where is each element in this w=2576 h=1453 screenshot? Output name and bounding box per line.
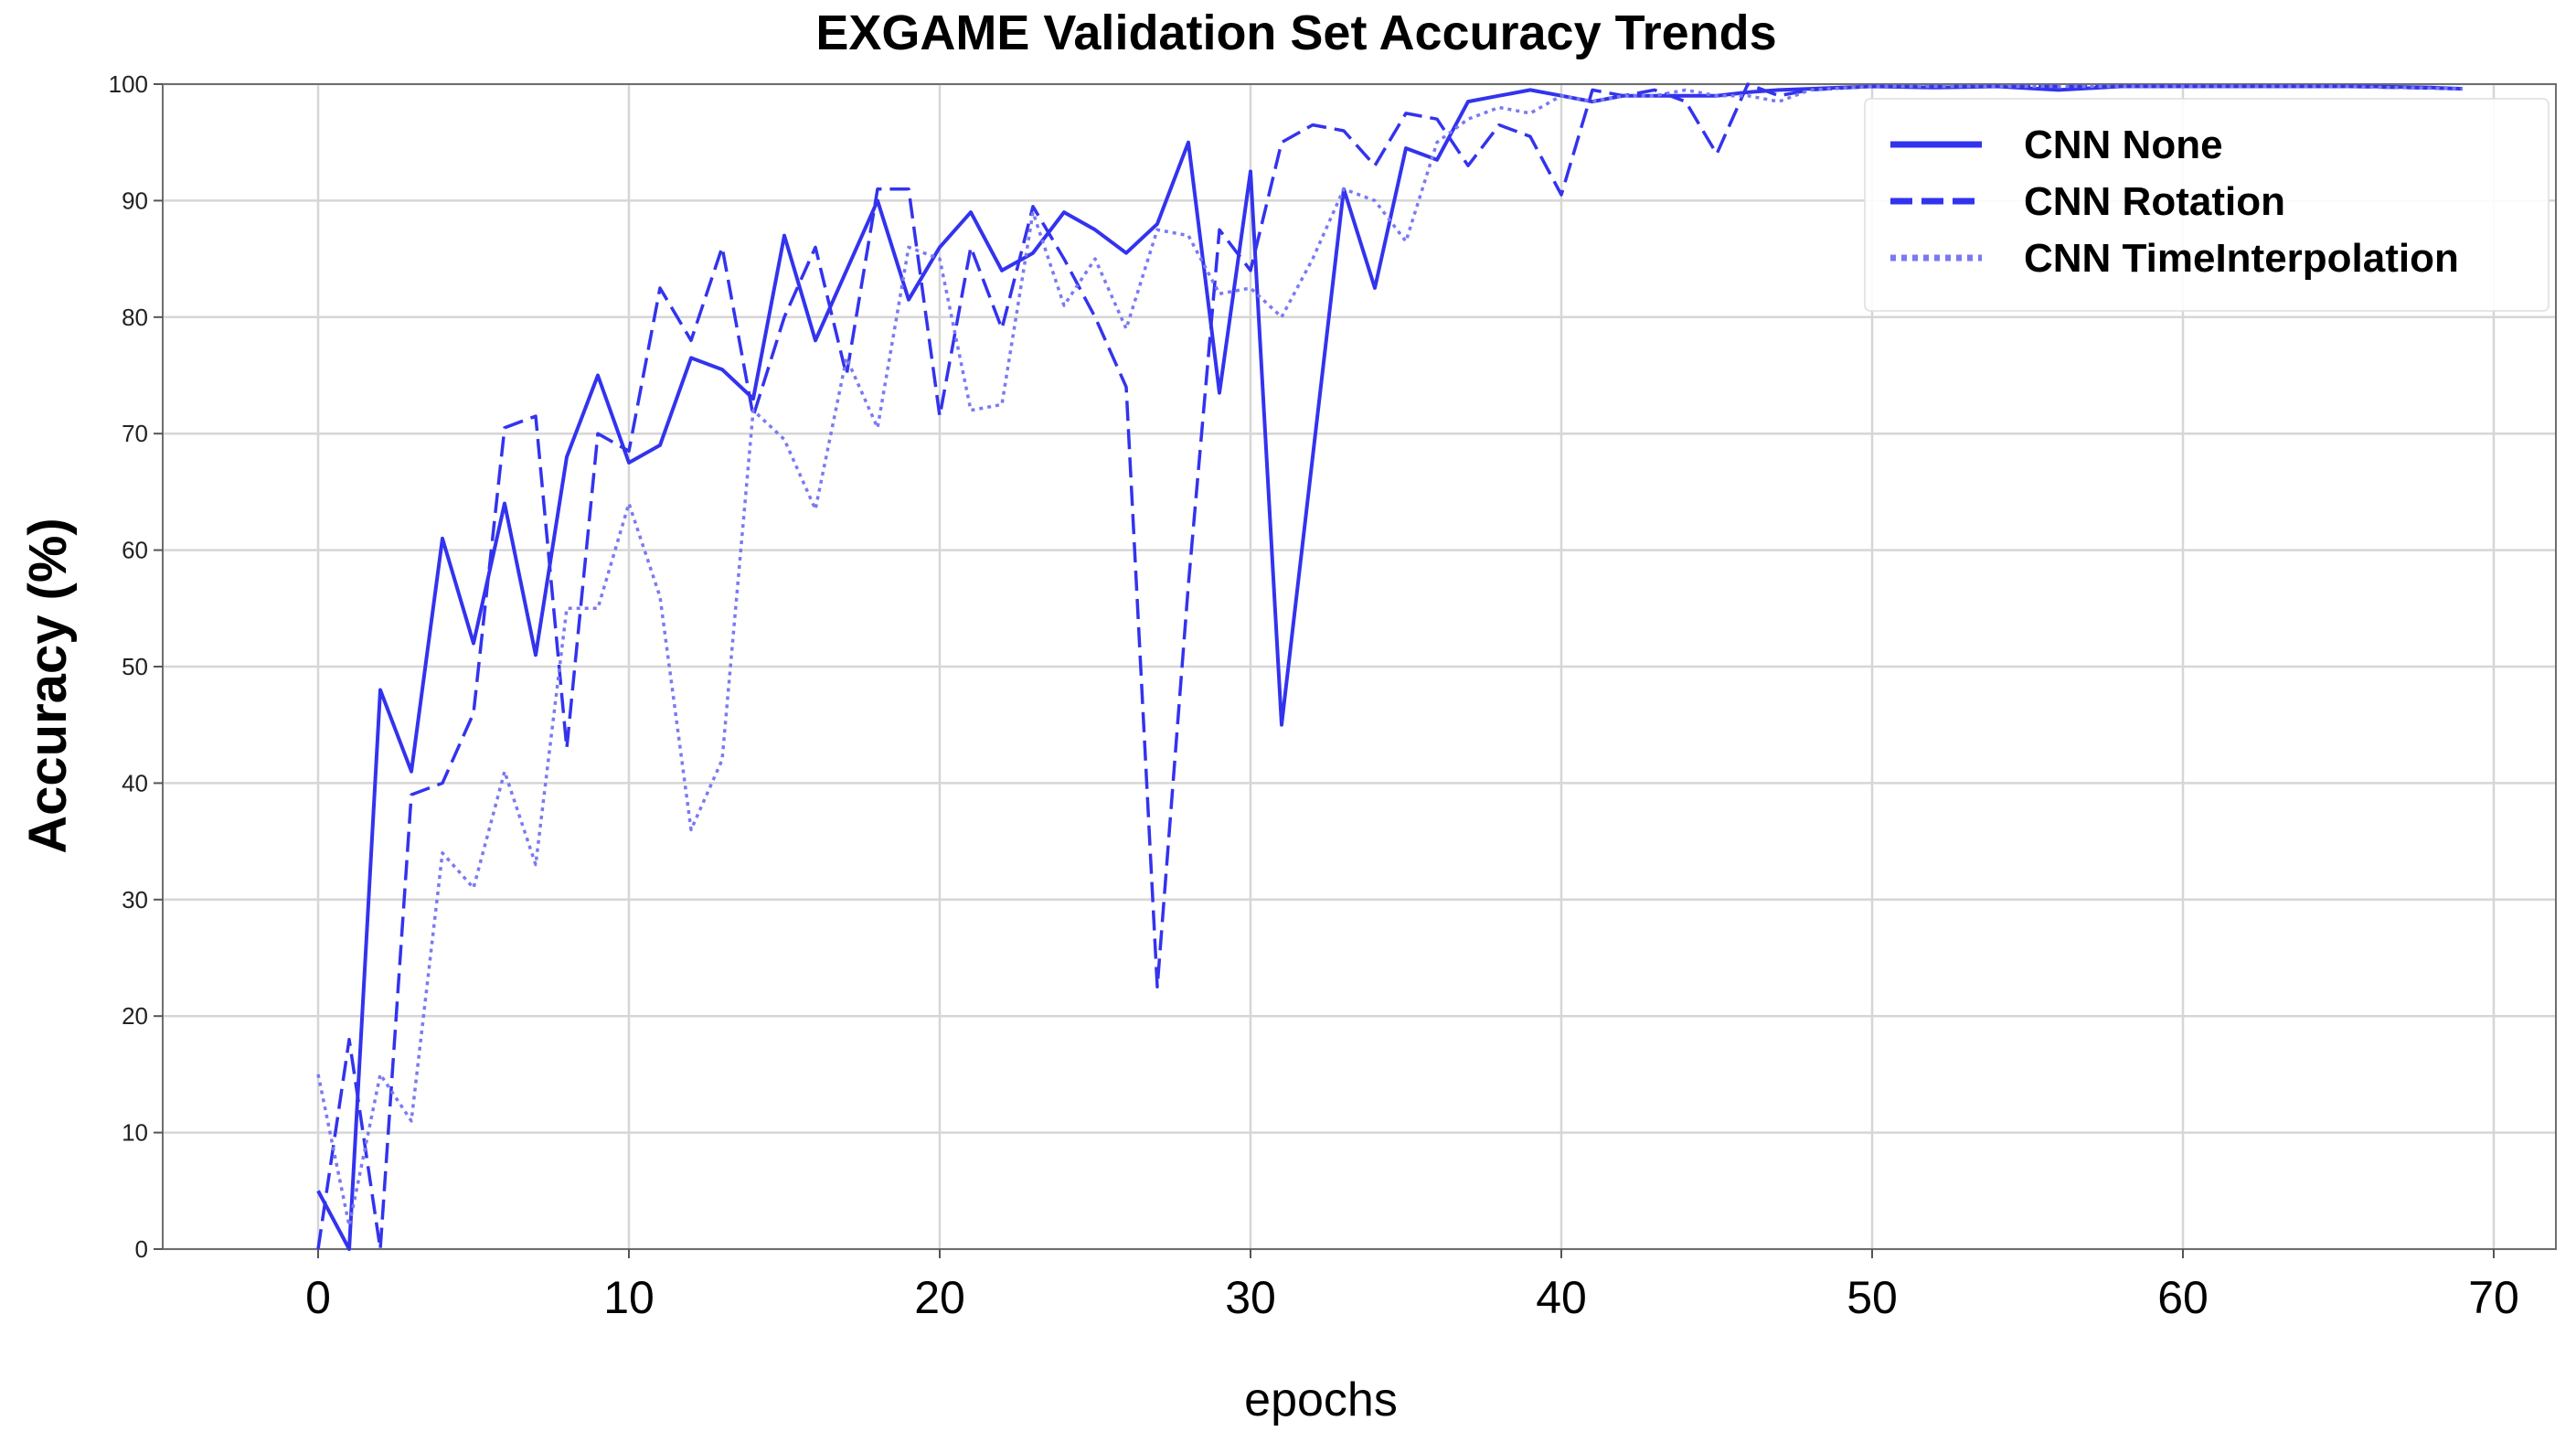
x-tick-label: 30 [1225,1272,1276,1323]
y-tick-label: 0 [135,1235,148,1263]
y-tick-label: 80 [122,304,148,331]
legend-box [1864,98,2549,312]
y-tick-label: 60 [122,537,148,564]
y-tick-label: 70 [122,420,148,447]
y-tick-label: 10 [122,1119,148,1147]
y-tick-label: 40 [122,769,148,796]
y-axis-ticks: 0 10 20 30 40 50 60 70 80 90 100 [109,70,163,1263]
series-line-3 [316,84,2464,1228]
y-tick-label: 50 [122,653,148,680]
x-axis-label: epochs [1244,1373,1398,1426]
x-tick-label: 40 [1536,1272,1587,1323]
x-tick-label: 70 [2468,1272,2519,1323]
legend-label: CNN Rotation [2024,179,2285,224]
x-tick-label: 60 [2157,1272,2209,1323]
x-axis-ticks: 0 10 20 30 40 50 60 70 [305,1249,2519,1323]
x-tick-label: 20 [914,1272,965,1323]
x-tick-label: 0 [305,1272,331,1323]
chart-title: EXGAME Validation Set Accuracy Trends [815,5,1776,60]
y-tick-label: 100 [109,70,148,98]
y-tick-label: 30 [122,886,148,913]
x-tick-label: 50 [1847,1272,1898,1323]
legend-label: CNN TimeInterpolation [2024,236,2459,281]
y-tick-label: 90 [122,187,148,214]
legend-label: CNN None [2024,123,2223,167]
x-tick-label: 10 [603,1272,655,1323]
y-axis-label: Accuracy (%) [18,518,78,853]
series-line-2 [316,82,2464,1251]
legend: CNN None CNN Rotation CNN TimeInterpolatio… [1864,98,2549,312]
series-lines [316,82,2464,1251]
y-tick-label: 20 [122,1002,148,1030]
